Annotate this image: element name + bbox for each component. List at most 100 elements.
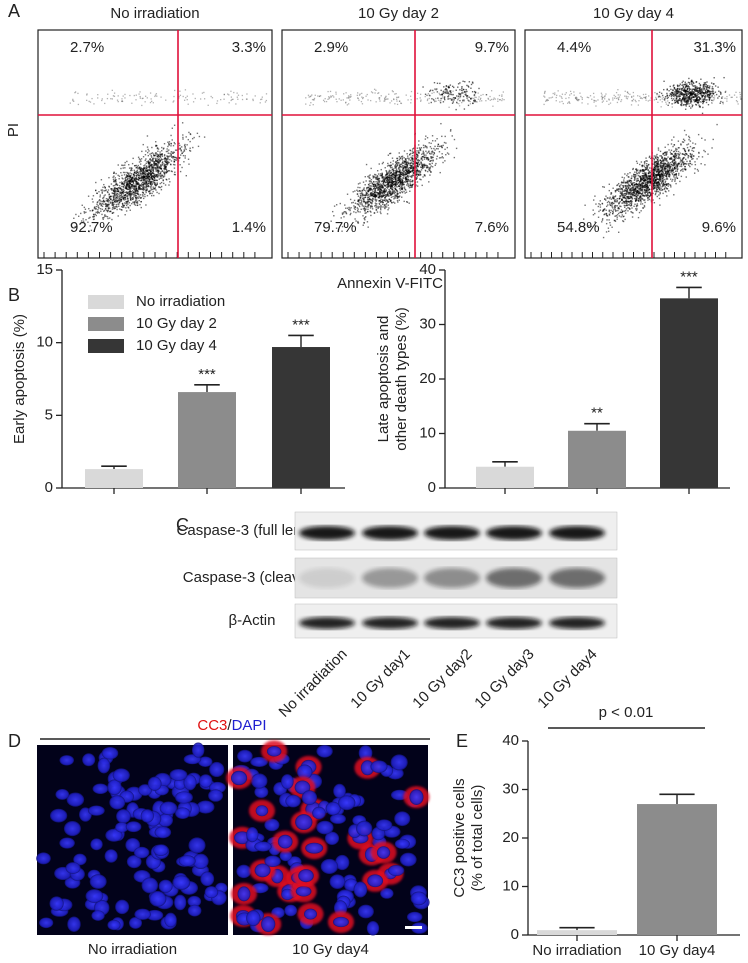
dot <box>462 95 465 98</box>
dot <box>95 208 97 210</box>
dot <box>153 154 156 157</box>
dot <box>630 191 632 194</box>
dot <box>358 190 361 192</box>
dot <box>628 201 630 203</box>
dot <box>619 191 622 193</box>
dot <box>366 198 369 201</box>
dot <box>664 183 666 185</box>
dot <box>390 201 393 204</box>
dot <box>396 186 398 188</box>
dot <box>136 200 139 203</box>
dot <box>125 176 128 179</box>
dot <box>415 176 417 179</box>
dot <box>425 157 428 159</box>
dot <box>335 93 337 95</box>
dot <box>155 184 157 187</box>
dot <box>354 190 356 192</box>
dot <box>119 181 121 184</box>
dot <box>663 184 666 186</box>
dot <box>369 207 372 209</box>
dot <box>667 182 670 185</box>
dot <box>667 143 669 146</box>
dot <box>333 215 335 217</box>
dot <box>354 218 356 220</box>
dot <box>649 181 651 183</box>
dot <box>474 96 476 98</box>
dot <box>125 201 127 203</box>
dot <box>616 218 618 220</box>
dot <box>599 204 601 206</box>
dot <box>310 95 312 97</box>
dot <box>151 166 154 168</box>
dot <box>431 135 434 137</box>
dot <box>391 183 393 185</box>
dot <box>670 153 672 155</box>
dot <box>407 172 409 174</box>
dot <box>130 168 133 171</box>
dot <box>152 180 154 183</box>
dot <box>674 165 677 167</box>
dot <box>356 207 359 209</box>
dot <box>151 146 153 149</box>
dot <box>649 171 651 174</box>
dot <box>128 187 131 189</box>
dot <box>372 188 375 190</box>
dot <box>146 176 148 178</box>
dot <box>152 102 154 104</box>
dot <box>615 214 617 217</box>
dot <box>144 171 146 174</box>
dot <box>375 174 377 176</box>
dot <box>602 208 605 211</box>
dot <box>654 167 656 170</box>
dot <box>411 162 413 165</box>
dot <box>110 98 112 100</box>
dot <box>411 155 414 157</box>
dot <box>683 157 685 159</box>
dot <box>137 171 139 173</box>
dot <box>434 100 436 102</box>
dot <box>453 99 455 101</box>
dot <box>114 181 116 183</box>
dot <box>139 186 141 188</box>
dot <box>480 97 482 100</box>
dot <box>432 160 434 162</box>
dot <box>135 186 138 188</box>
dot <box>430 156 432 158</box>
dot <box>401 191 404 194</box>
dot <box>638 182 640 185</box>
dot <box>616 199 619 202</box>
dot <box>128 175 131 177</box>
dot <box>164 157 166 159</box>
dot <box>327 98 329 101</box>
dot <box>664 186 667 188</box>
dot <box>420 158 422 160</box>
dot <box>382 199 384 202</box>
dot <box>665 184 668 186</box>
dot <box>359 192 362 195</box>
dot <box>398 152 400 154</box>
dot <box>655 167 657 169</box>
dot <box>87 221 89 223</box>
dot <box>643 173 645 175</box>
dot <box>666 172 669 175</box>
dot <box>674 152 677 155</box>
dot <box>630 190 632 192</box>
dot <box>654 177 656 180</box>
dot <box>120 187 122 190</box>
dot <box>380 206 382 208</box>
dot <box>687 156 689 159</box>
dot <box>678 156 680 159</box>
dot <box>123 182 126 184</box>
dot <box>631 189 634 191</box>
dot <box>383 97 386 99</box>
dot <box>149 173 152 175</box>
dot <box>378 197 380 199</box>
dot <box>392 191 394 194</box>
dot <box>381 203 384 206</box>
dot <box>135 195 137 197</box>
dot <box>441 135 443 138</box>
dot <box>103 201 106 203</box>
dot <box>127 180 130 183</box>
dot <box>386 194 389 196</box>
